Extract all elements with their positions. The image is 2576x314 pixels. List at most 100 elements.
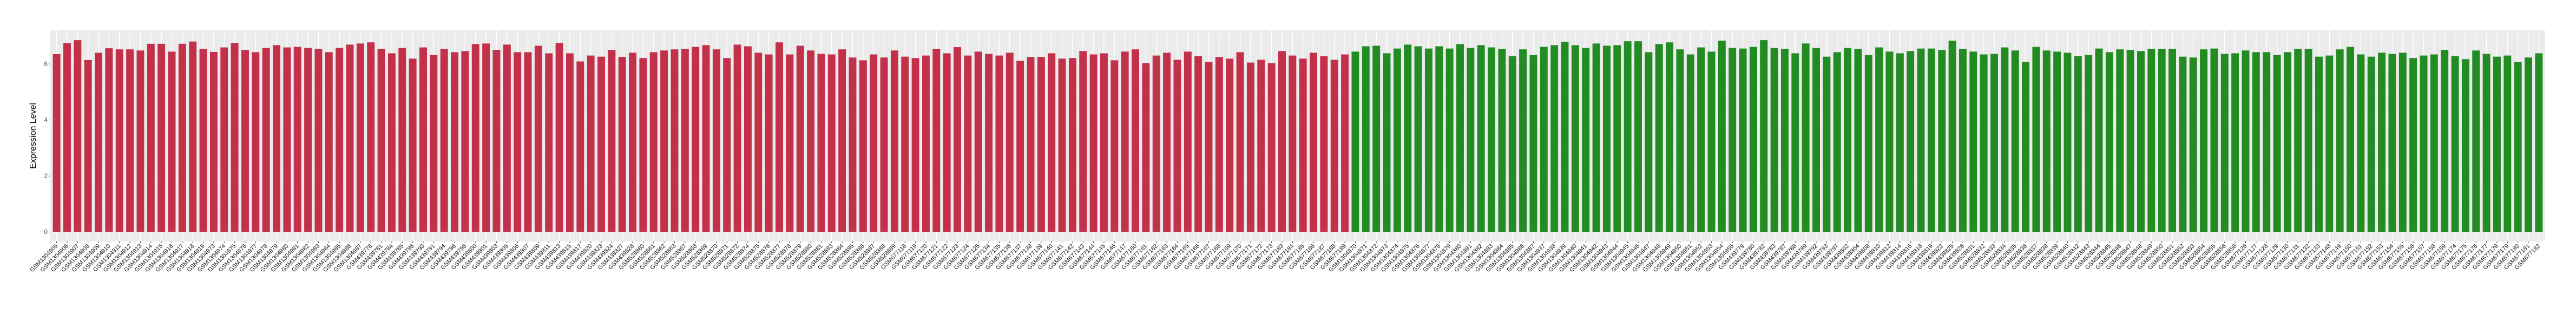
bar [765,54,773,232]
bar [995,55,1003,232]
bar [974,51,982,232]
bar [1467,48,1475,232]
bar [2315,56,2323,232]
bar [1121,51,1129,232]
bar [964,55,972,232]
bar [189,41,197,232]
bar [95,53,102,232]
y-axis: 0 2 4 6 [44,60,50,236]
bar [1152,55,1160,232]
bar [1173,60,1181,232]
bar [1948,41,1956,232]
bar [1456,44,1464,232]
bar [1550,45,1559,232]
bar [451,52,459,232]
bar [2053,51,2061,232]
bar [136,50,144,232]
bar [273,45,281,232]
bar [1184,51,1192,232]
bar [2168,49,2176,232]
bar [1393,48,1401,232]
bar [84,60,92,232]
bar [409,58,417,232]
bar [2011,50,2019,232]
bar [1990,54,1998,232]
bar [880,57,888,232]
bar [461,51,469,232]
bar [1163,53,1171,232]
y-axis-title: Expression Level [29,103,38,169]
bar [1927,48,1935,232]
bar [2126,50,2134,232]
bar [1613,45,1621,232]
bar [2064,53,2072,232]
bar [1854,49,1862,232]
bar [440,49,448,232]
bar [1582,48,1590,232]
bar [849,57,857,232]
bar [1027,57,1035,232]
bar [838,49,846,232]
bar [1016,61,1024,232]
bar [671,49,679,232]
bar [1959,49,1967,232]
bar [2273,55,2281,232]
bar [681,49,689,232]
bar [2378,53,2386,232]
bar [712,49,720,232]
bar [1907,51,1915,232]
bar [2252,52,2260,232]
bar [2451,56,2459,232]
bar [1226,58,1234,232]
bar [1697,47,1705,232]
y-tick-label: 4 [44,116,48,124]
bar [1194,56,1202,232]
bar [241,50,249,232]
bar [209,51,218,232]
bar [52,54,61,232]
bar [2231,53,2239,232]
bar [314,49,323,232]
bar [2242,50,2250,232]
bar [1100,53,1108,232]
bar [692,47,700,232]
bar [1310,53,1317,232]
bar [1812,48,1820,232]
bar [608,50,616,232]
bar [1729,48,1737,232]
bar [859,60,867,232]
bar [2357,54,2365,232]
bar [702,45,710,232]
bar [1823,56,1831,232]
bar [1132,49,1139,232]
bar [503,44,511,232]
bar [943,53,951,232]
bar [1404,44,1412,232]
bar [2032,47,2040,232]
bar [1257,60,1265,232]
bar [1205,62,1213,232]
bar [1037,57,1045,232]
bar [2336,49,2344,232]
bar [1351,51,1359,232]
bar [514,52,522,232]
bar [1142,63,1150,232]
bar [2398,53,2407,232]
bar [199,49,207,232]
bar [346,44,354,232]
bar [597,56,605,232]
bar [336,48,344,232]
bar [1320,56,1328,232]
bar [2514,62,2522,232]
bar [2420,55,2428,232]
bar [776,42,783,232]
bar [1655,44,1663,232]
bar [283,47,291,232]
bar [2022,62,2030,232]
bar [367,42,375,232]
bar [1372,45,1381,232]
bar [1896,53,1904,232]
bar [304,48,312,232]
bar [2304,49,2312,232]
